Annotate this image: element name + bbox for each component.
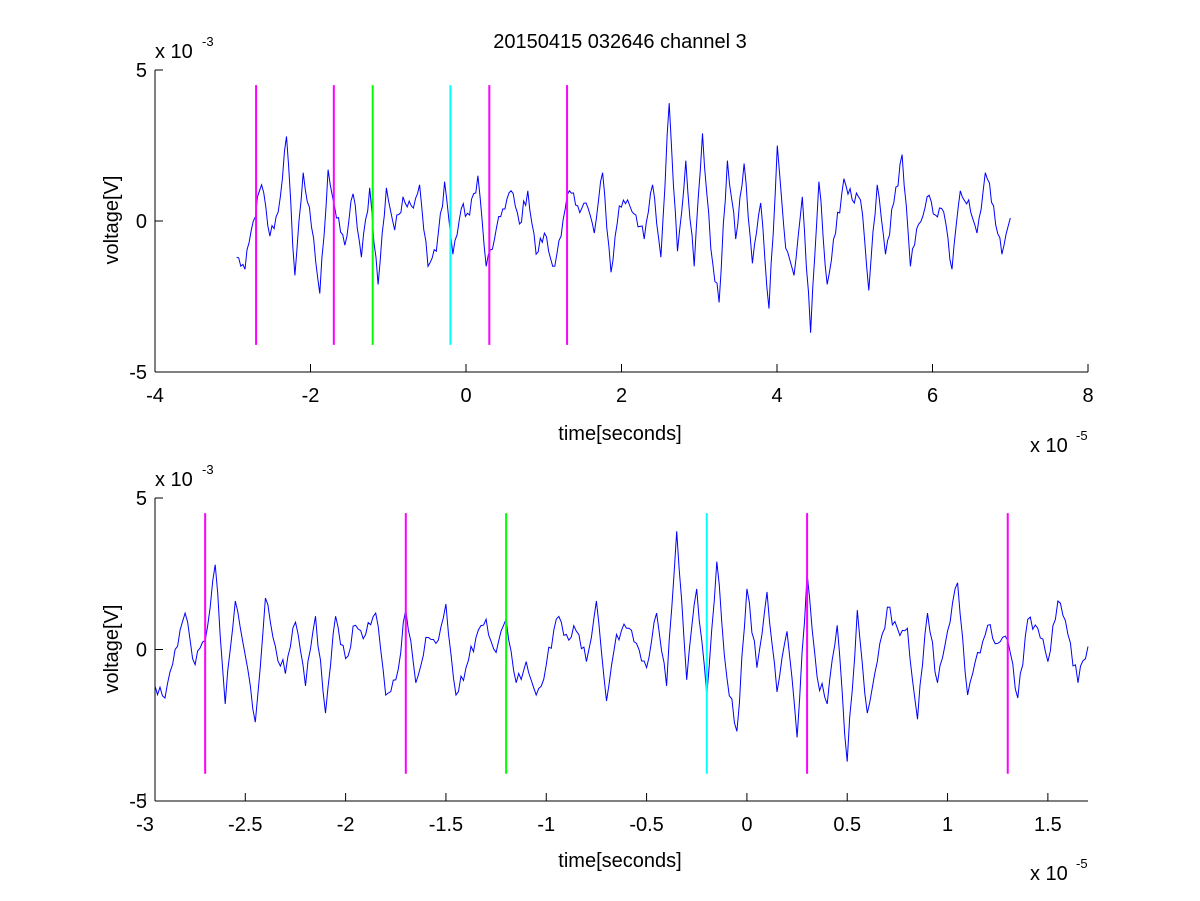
top-x-tick-label: 2	[616, 385, 627, 407]
top-y-exponent-base: x 10	[155, 41, 193, 63]
bottom-x-tick-label: -3	[136, 814, 154, 836]
bottom-x-axis-label: time[seconds]	[558, 850, 681, 872]
top-x-tick-label: -2	[302, 385, 320, 407]
top-y-exponent-power: -3	[202, 34, 214, 49]
bottom-x-tick-label: 1.5	[1034, 814, 1062, 836]
top-x-tick-label: 6	[927, 385, 938, 407]
top-x-exponent-base: x 10	[1030, 435, 1068, 457]
bottom-y-exponent-power: -3	[202, 462, 214, 477]
top-x-tick-label: 0	[460, 385, 471, 407]
top-x-tick-label: 8	[1082, 385, 1093, 407]
bottom-x-tick-label: -1	[537, 814, 555, 836]
bottom-x-tick-label: 0.5	[833, 814, 861, 836]
top-y-tick-label: 0	[136, 211, 147, 233]
bottom-y-tick-label: -5	[129, 791, 147, 813]
top-y-tick-label: 5	[136, 60, 147, 82]
top-signal-line	[236, 103, 1011, 333]
bottom-y-tick-label: 0	[136, 640, 147, 662]
bottom-x-exponent-base: x 10	[1030, 863, 1068, 885]
bottom-x-tick-label: 1	[942, 814, 953, 836]
top-x-tick-label: -4	[146, 385, 164, 407]
bottom-y-axis-label: voltage[V]	[101, 605, 123, 694]
bottom-y-tick-label: 5	[136, 488, 147, 510]
bottom-signal-line	[154, 531, 1089, 762]
bottom-y-exponent-base: x 10	[155, 469, 193, 491]
bottom-x-tick-label: 0	[741, 814, 752, 836]
bottom-x-exponent-power: -5	[1076, 856, 1088, 871]
bottom-x-tick-label: -2	[337, 814, 355, 836]
top-plot: x 10 -3 x 10 -5 time[seconds] voltage[V]…	[101, 34, 1094, 457]
figure-title: 20150415 032646 channel 3	[493, 31, 747, 53]
bottom-plot: x 10 -3 x 10 -5 time[seconds] voltage[V]…	[101, 462, 1089, 885]
top-y-tick-label: -5	[129, 362, 147, 384]
bottom-x-tick-label: -0.5	[629, 814, 663, 836]
top-x-tick-label: 4	[771, 385, 782, 407]
top-x-axis-label: time[seconds]	[558, 423, 681, 445]
bottom-x-tick-label: -2.5	[228, 814, 262, 836]
top-y-axis-label: voltage[V]	[101, 176, 123, 265]
bottom-x-tick-label: -1.5	[429, 814, 463, 836]
top-x-exponent-power: -5	[1076, 428, 1088, 443]
